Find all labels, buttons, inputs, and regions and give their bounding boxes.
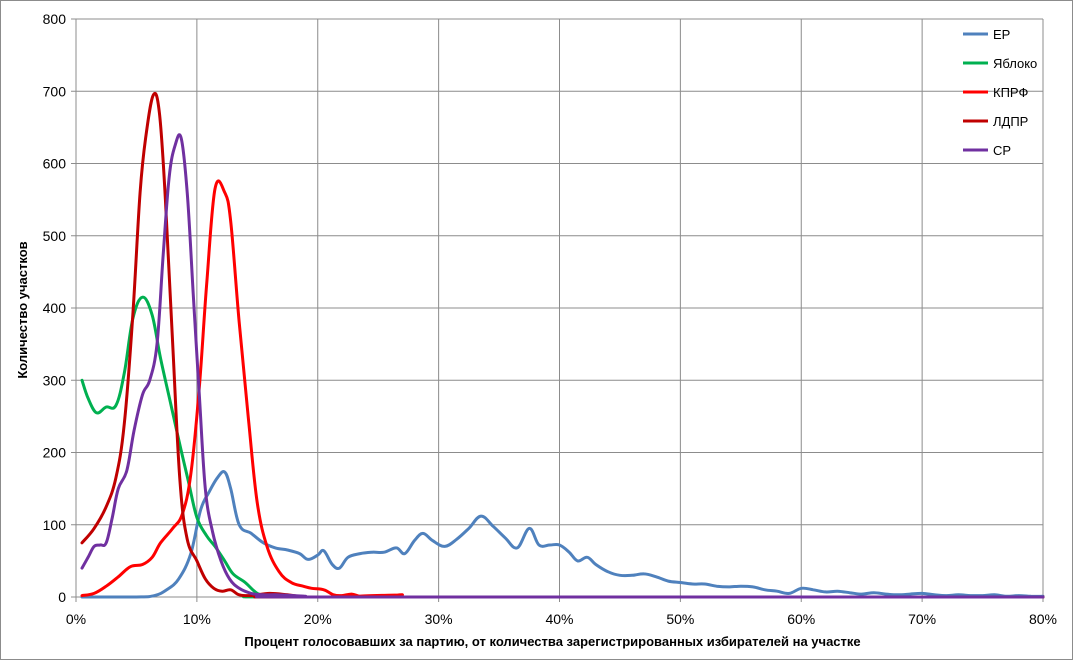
y-tick-label: 800 bbox=[43, 11, 67, 27]
x-tick-label: 40% bbox=[545, 611, 573, 627]
x-axis-title: Процент голосовавших за партию, от колич… bbox=[244, 634, 860, 649]
y-tick-label: 700 bbox=[43, 83, 67, 99]
x-tick-label: 30% bbox=[425, 611, 453, 627]
grid bbox=[75, 18, 1044, 598]
series-line-4 bbox=[80, 91, 1045, 599]
legend-entry: ЛДПР bbox=[993, 114, 1028, 129]
series-line-3 bbox=[80, 179, 1045, 599]
axes: 0 100 200 300 400 500 600 700 800 0% 10% 20% 30% 40% 5… bbox=[43, 11, 1057, 627]
x-tick-label: 10% bbox=[183, 611, 211, 627]
y-tick-label: 500 bbox=[43, 228, 67, 244]
x-tick-label: 50% bbox=[666, 611, 694, 627]
y-axis-title: Количество участков bbox=[15, 241, 30, 378]
legend: ЕР Яблоко КПРФ ЛДПР СР bbox=[963, 27, 1037, 158]
x-tick-label: 60% bbox=[787, 611, 815, 627]
y-tick-label: 400 bbox=[43, 300, 67, 316]
y-tick-label: 300 bbox=[43, 372, 67, 388]
y-tick-label: 200 bbox=[43, 445, 67, 461]
y-tick-label: 0 bbox=[58, 589, 66, 605]
y-tick-label: 600 bbox=[43, 156, 67, 172]
x-tick-label: 70% bbox=[908, 611, 936, 627]
legend-entry: КПРФ bbox=[993, 85, 1028, 100]
y-tick-label: 100 bbox=[43, 517, 67, 533]
legend-entry: ЕР bbox=[993, 27, 1010, 42]
series-lines bbox=[80, 91, 1045, 599]
x-tick-label: 80% bbox=[1029, 611, 1057, 627]
x-tick-label: 0% bbox=[66, 611, 86, 627]
series-line-5 bbox=[80, 133, 1045, 599]
legend-entry: Яблоко bbox=[993, 56, 1037, 71]
series-line-1 bbox=[80, 470, 1045, 599]
legend-entry: СР bbox=[993, 143, 1011, 158]
x-tick-label: 20% bbox=[304, 611, 332, 627]
series-line-2 bbox=[80, 295, 1045, 599]
